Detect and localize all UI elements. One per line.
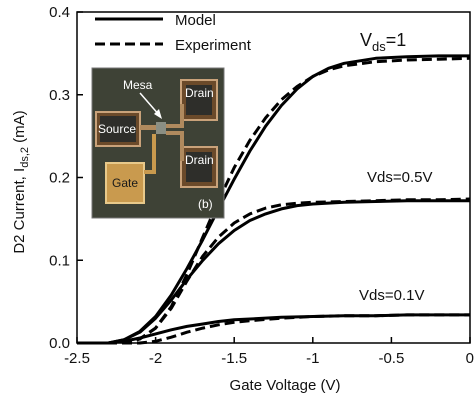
y-tick-label-0: 0.0 <box>49 335 70 352</box>
drain-trace-top <box>166 124 184 128</box>
inset-micrograph: Mesa Drain Source Drain Gate (b) <box>91 67 225 219</box>
y-tick-label-2: 0.2 <box>49 170 70 187</box>
gate-trace-horizontal <box>144 170 156 174</box>
inset-label-drain-bottom: Drain <box>185 153 214 167</box>
series-line-5 <box>77 313 470 345</box>
legend: Model Experiment <box>95 12 252 54</box>
x-axis-title: Gate Voltage (V) <box>230 377 341 394</box>
x-axis: -2.5 -2 -1.5 -1 -0.5 0 <box>64 337 474 367</box>
inset-label-gate: Gate <box>112 176 138 190</box>
x-tick-label-3: -1 <box>306 350 319 367</box>
x-tick-label-1: -2 <box>149 350 162 367</box>
y-tick-label-3: 0.3 <box>49 87 70 104</box>
inset-label-drain-top: Drain <box>185 86 214 100</box>
y-axis-title-main: D2 Current, I <box>11 168 28 254</box>
x-tick-label-5: 0 <box>466 350 474 367</box>
annotation-vds-1-v: V <box>360 30 372 50</box>
annotation-vds-1-sub: ds <box>372 39 386 54</box>
gate-trace-vertical <box>152 134 156 174</box>
annotation-vds-1-suffix: =1 <box>386 30 407 50</box>
x-tick-label-2: -1.5 <box>221 350 247 367</box>
inset-label-b: (b) <box>198 197 213 211</box>
y-axis-title-sub: ds,2 <box>19 147 31 168</box>
x-tick-label-0: -2.5 <box>64 350 90 367</box>
y-axis-title-unit: (mA) <box>11 110 28 147</box>
x-tick-label-4: -0.5 <box>378 350 404 367</box>
mesa-region <box>156 122 166 134</box>
inset-border <box>91 67 225 219</box>
series-line-2 <box>77 199 470 345</box>
y-axis-title: D2 Current, Ids,2 (mA) <box>11 110 31 253</box>
inset-label-source: Source <box>98 122 136 136</box>
drain-pad-top-inner <box>186 85 212 115</box>
legend-label-experiment: Experiment <box>175 37 252 54</box>
source-pad-inner <box>100 116 136 142</box>
series-line-3 <box>77 197 471 345</box>
legend-label-model: Model <box>175 12 216 29</box>
source-trace <box>140 125 156 130</box>
curves-layer <box>77 54 471 345</box>
annotation-vds-0.5: Vds=0.5V <box>367 169 432 186</box>
y-tick-label-4: 0.4 <box>49 4 70 21</box>
drain-trace-top-vertical <box>180 104 184 126</box>
annotation-vds-1: Vds=1 <box>360 30 406 54</box>
drain-trace-bottom-vertical <box>180 131 184 161</box>
annotation-vds-0.1: Vds=0.1V <box>359 287 424 304</box>
series-line-1 <box>77 56 471 345</box>
drain-trace-bottom <box>166 131 184 135</box>
gate-pad <box>105 162 145 204</box>
y-axis: 0.0 0.1 0.2 0.3 0.4 <box>49 4 83 352</box>
drain-pad-bottom-inner <box>186 152 212 182</box>
mesa-arrowhead <box>154 109 162 119</box>
inset-label-mesa: Mesa <box>123 78 153 92</box>
y-tick-label-1: 0.1 <box>49 252 70 269</box>
